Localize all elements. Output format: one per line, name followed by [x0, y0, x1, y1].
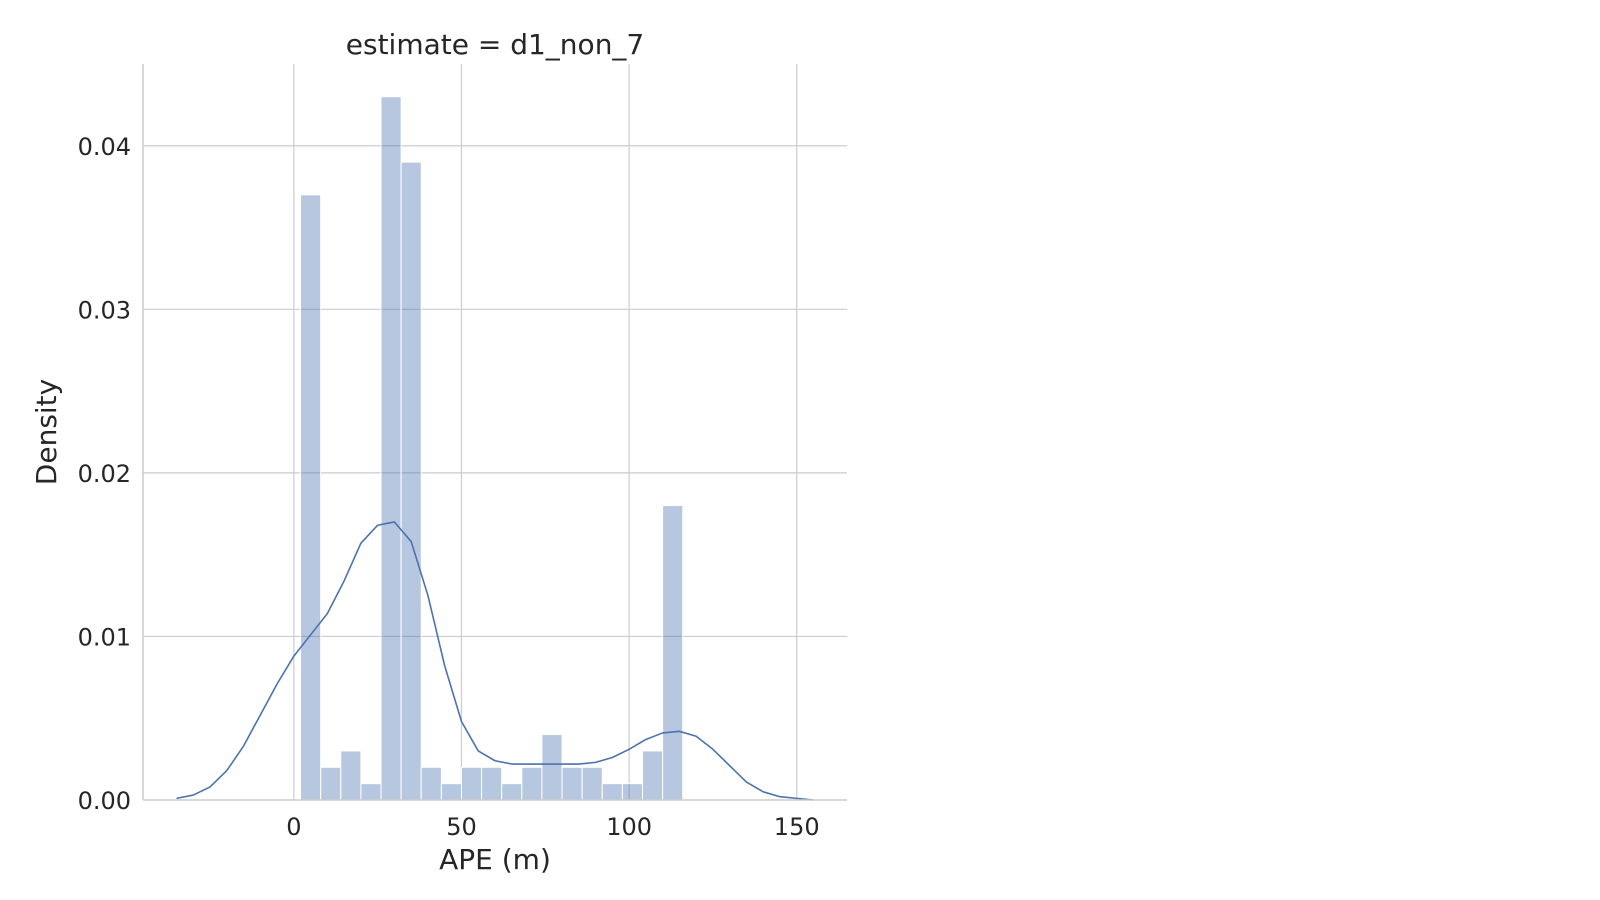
histogram-bar — [300, 194, 322, 801]
histogram-bar — [621, 783, 644, 801]
histogram-bar — [601, 783, 623, 801]
axes: 0 50 100 150 0.00 0.01 0.02 0.03 0.04 — [78, 64, 847, 841]
histogram-bar — [501, 783, 523, 801]
y-tick-label: 0.03 — [78, 296, 131, 324]
histogram-bar — [360, 783, 382, 801]
histogram-bars — [300, 96, 684, 801]
histogram-bar — [521, 766, 543, 801]
y-tick-label: 0.02 — [78, 460, 131, 488]
kde-curve — [176, 521, 814, 801]
x-tick-label: 0 — [286, 813, 301, 841]
y-tick-label: 0.04 — [78, 133, 131, 161]
histogram-bar — [561, 766, 583, 801]
histogram-bar — [481, 766, 503, 801]
histogram-bar — [541, 734, 563, 801]
histogram-bar — [460, 766, 483, 801]
y-tick-label: 0.01 — [78, 623, 131, 651]
x-tick-label: 150 — [774, 813, 820, 841]
histogram-bar — [440, 783, 462, 801]
histogram-bar — [340, 750, 362, 801]
x-axis-label: APE (m) — [439, 843, 551, 876]
chart-title: estimate = d1_non_7 — [346, 28, 645, 61]
histogram-bar — [400, 161, 422, 801]
x-tick-label: 100 — [606, 813, 652, 841]
histogram-bar — [320, 766, 342, 801]
grid — [143, 64, 847, 800]
histogram-bar — [380, 96, 402, 801]
y-axis-label: Density — [30, 379, 63, 485]
kde-curve-group — [176, 521, 814, 801]
histogram-bar — [420, 766, 442, 801]
histogram-bar — [642, 750, 664, 801]
y-tick-label: 0.00 — [78, 787, 131, 815]
histogram-bar — [581, 766, 603, 801]
x-tick-label: 50 — [446, 813, 477, 841]
histogram-bar — [662, 505, 684, 801]
